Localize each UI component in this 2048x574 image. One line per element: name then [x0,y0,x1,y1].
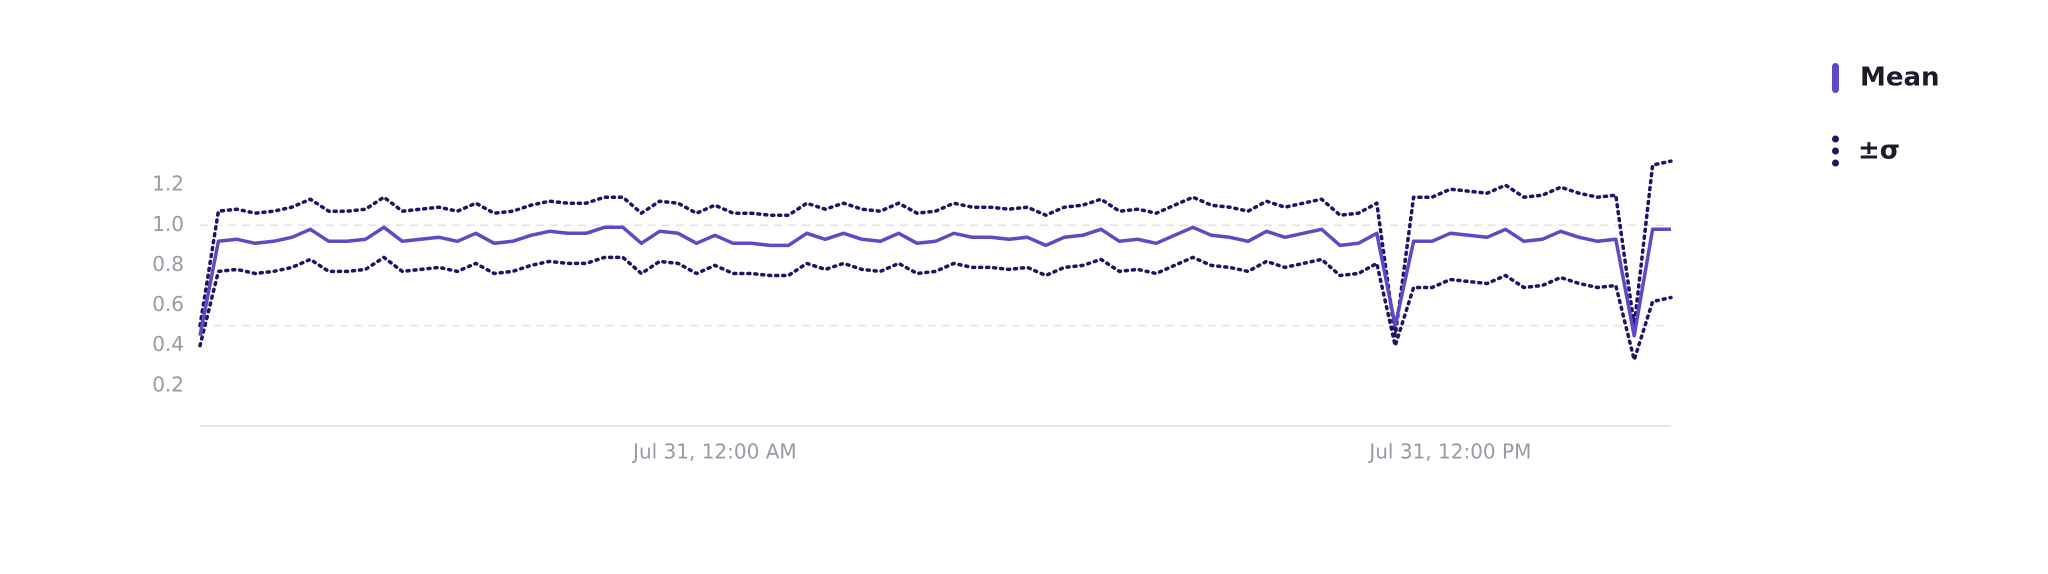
sigma-line [198,159,1673,338]
sigma-line [198,255,1673,362]
legend-label: ±σ [1858,136,1900,166]
legend-swatch-dot [1832,159,1839,167]
x-tick-label: Jul 31, 12:00 PM [1367,440,1531,464]
y-tick-label: 0.2 [152,372,184,396]
y-tick-label: 1.2 [152,172,184,196]
legend-swatch-dot [1832,135,1839,143]
y-tick-label: 0.8 [152,252,184,276]
legend-swatch [1832,63,1839,93]
y-tick-label: 0.6 [152,292,184,316]
x-tick-label: Jul 31, 12:00 AM [631,440,797,464]
y-tick-label: 1.0 [152,212,184,236]
legend-swatch-dot [1832,147,1839,155]
y-tick-label: 0.4 [152,332,184,356]
legend-label: Mean [1860,63,1940,93]
mean-line [198,225,1671,338]
